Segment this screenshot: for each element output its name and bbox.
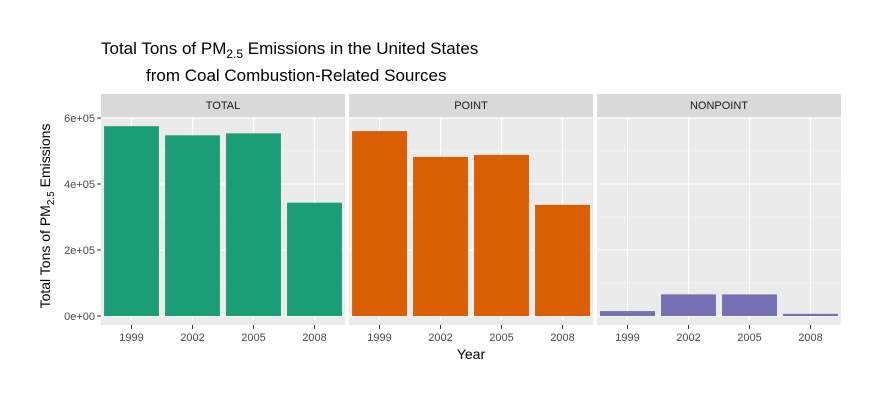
bar-point-2008 (535, 204, 590, 316)
facet-strip-nonpoint (597, 94, 841, 117)
bar-nonpoint-1999 (600, 311, 655, 316)
x-tick-label: 2008 (550, 332, 574, 344)
x-tick-label: 1999 (119, 332, 143, 344)
x-tick-label: 2008 (302, 332, 326, 344)
x-tick-label: 2005 (241, 332, 265, 344)
bar-total-1999 (104, 126, 159, 317)
x-tick-label: 2002 (676, 332, 700, 344)
bar-nonpoint-2002 (661, 294, 716, 316)
y-tick-label: 6e+05 (64, 113, 95, 125)
facet-panel-nonpoint (597, 117, 841, 325)
facet-strip-total (101, 94, 345, 117)
x-tick-label: 1999 (615, 332, 639, 344)
bar-total-2002 (165, 135, 220, 316)
x-tick-label: 2005 (489, 332, 513, 344)
y-axis-title: Total Tons of PM2.5 Emissions (37, 124, 57, 309)
chart-title-line1: Total Tons of PM2.5 Emissions in the Uni… (101, 39, 478, 61)
facet-strip-point (349, 94, 593, 117)
chart-title-line2: from Coal Combustion-Related Sources (146, 66, 446, 85)
bar-point-2005 (474, 154, 529, 316)
bar-total-2005 (226, 133, 281, 316)
x-tick-label: 2002 (428, 332, 452, 344)
facet-strip-label: NONPOINT (690, 100, 748, 112)
bar-total-2008 (287, 202, 342, 316)
bar-nonpoint-2005 (722, 294, 777, 316)
y-tick-label: 4e+05 (64, 179, 95, 191)
y-tick-label: 0e+00 (64, 311, 95, 323)
x-tick-label: 2008 (798, 332, 822, 344)
x-tick-label: 1999 (367, 332, 391, 344)
bar-point-2002 (413, 156, 468, 316)
facet-strip-label: POINT (454, 100, 488, 112)
y-tick-label: 2e+05 (64, 245, 95, 257)
bar-point-1999 (352, 131, 407, 316)
bar-nonpoint-2008 (783, 313, 838, 316)
x-axis-title: Year (457, 346, 486, 362)
facet-strip-label: TOTAL (206, 100, 240, 112)
x-tick-label: 2005 (737, 332, 761, 344)
x-tick-label: 2002 (180, 332, 204, 344)
